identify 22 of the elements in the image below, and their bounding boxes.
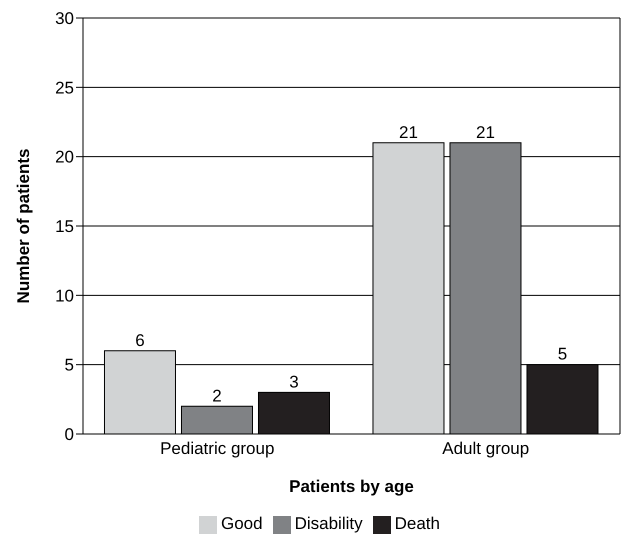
bar [180, 406, 253, 434]
y-tick-label: 5 [64, 356, 74, 375]
data-label: 3 [289, 372, 299, 392]
y-tick-label: 25 [55, 78, 74, 98]
legend-label: Death [394, 514, 440, 533]
legend-label: Good [221, 514, 263, 533]
x-tick-label: Adult group [442, 439, 530, 458]
data-label: 2 [212, 386, 222, 406]
y-tick-label: 0 [64, 425, 74, 444]
y-tick-label: 20 [55, 148, 74, 167]
y-axis-title: Number of patients [14, 148, 34, 304]
y-tick-label: 30 [55, 9, 74, 28]
data-label: 21 [476, 122, 495, 142]
bar [258, 392, 330, 434]
data-label: 21 [399, 122, 418, 142]
x-tick-label: Pediatric group [160, 439, 274, 458]
legend-label: Disability [294, 514, 363, 533]
y-tick-label: 10 [55, 286, 74, 306]
data-label: 6 [135, 330, 145, 350]
data-label: 5 [558, 344, 568, 364]
x-axis-title: Patients by age [289, 477, 414, 496]
y-tick-label: 15 [55, 217, 74, 236]
